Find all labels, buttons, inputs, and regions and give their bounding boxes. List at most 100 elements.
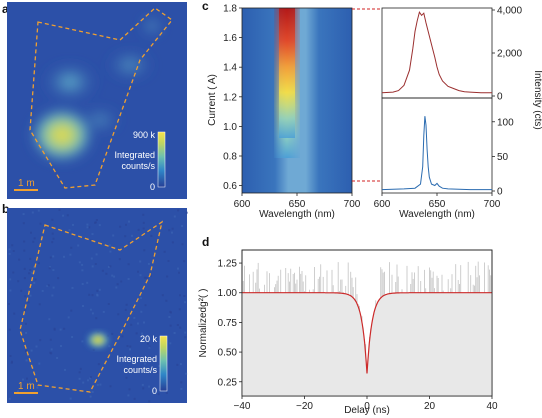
- noise-speck: [127, 394, 130, 397]
- noise-speck: [98, 288, 101, 291]
- noise-speck: [143, 249, 146, 252]
- noise-speck: [185, 372, 188, 375]
- noise-speck: [113, 275, 116, 278]
- noise-speck: [148, 346, 151, 349]
- noise-speck: [79, 367, 82, 370]
- c-spectrum-xtick-label: 650: [429, 199, 446, 210]
- noise-speck: [29, 382, 32, 385]
- noise-speck: [109, 250, 112, 253]
- noise-speck: [11, 244, 14, 247]
- noise-speck: [89, 308, 92, 311]
- panel-b-label: b: [2, 202, 9, 216]
- c-spectrum-xtick-label: 600: [374, 199, 391, 210]
- noise-speck: [143, 276, 146, 279]
- noise-speck: [34, 278, 37, 281]
- noise-speck: [72, 223, 74, 226]
- noise-speck: [102, 310, 105, 313]
- panel-b-emission: [85, 330, 111, 350]
- noise-speck: [29, 257, 32, 260]
- noise-speck: [107, 266, 110, 268]
- noise-speck: [181, 243, 184, 246]
- noise-speck: [88, 293, 91, 296]
- d-ylabel: Normalizedg²( ): [198, 289, 209, 358]
- panel-b-colorbar-min: 0: [152, 386, 157, 396]
- c-heatmap-ytick-label: 1.6: [223, 33, 237, 44]
- d-xtick-label: −40: [234, 401, 251, 412]
- noise-speck: [12, 271, 15, 274]
- noise-speck: [132, 356, 135, 359]
- noise-speck: [77, 244, 80, 247]
- noise-speck: [9, 278, 12, 281]
- noise-speck: [22, 387, 25, 390]
- c-spectrum-ylabel: Intensity (cts): [532, 70, 542, 129]
- noise-speck: [96, 294, 99, 297]
- noise-speck: [82, 305, 84, 307]
- c-heatmap-xlabel: Wavelength (nm): [259, 209, 335, 220]
- noise-speck: [51, 232, 54, 235]
- noise-speck: [90, 239, 93, 242]
- noise-speck: [8, 248, 11, 251]
- noise-speck: [125, 376, 128, 379]
- noise-speck: [67, 316, 70, 319]
- noise-speck: [142, 221, 145, 224]
- noise-speck: [24, 309, 27, 312]
- c-heatmap-xtick-label: 700: [344, 199, 361, 210]
- c-spectrum-high-line: [381, 11, 492, 94]
- noise-speck: [86, 226, 89, 229]
- noise-speck: [144, 304, 147, 307]
- noise-speck: [148, 400, 151, 403]
- noise-speck: [150, 234, 153, 237]
- noise-speck: [52, 286, 55, 289]
- noise-speck: [95, 253, 98, 256]
- noise-speck: [91, 265, 94, 268]
- noise-speck: [30, 231, 32, 234]
- c-spectrum-high-ytick-label: 0: [497, 92, 503, 103]
- c-spectrum-high-ytick-label: 2,000: [497, 49, 522, 60]
- noise-speck: [70, 309, 73, 312]
- noise-speck: [177, 209, 180, 212]
- noise-speck: [184, 336, 187, 339]
- noise-speck: [37, 209, 40, 212]
- panel-a-label: a: [2, 2, 9, 16]
- panel-b-colorbar-max: 20 k: [140, 334, 158, 344]
- noise-speck: [23, 277, 26, 280]
- noise-speck: [117, 313, 120, 316]
- noise-speck: [29, 269, 32, 271]
- noise-speck: [130, 323, 133, 326]
- panel-a-outline: [29, 7, 173, 189]
- noise-speck: [90, 376, 92, 379]
- noise-speck: [18, 258, 21, 261]
- noise-speck: [29, 294, 32, 297]
- noise-speck: [147, 262, 150, 265]
- noise-speck: [32, 240, 35, 243]
- noise-speck: [52, 237, 55, 240]
- d-ytick-label: 1.25: [218, 259, 238, 270]
- noise-speck: [96, 383, 99, 386]
- noise-speck: [167, 260, 170, 262]
- noise-speck: [48, 267, 51, 270]
- noise-speck: [39, 339, 42, 342]
- noise-speck: [38, 362, 41, 365]
- noise-speck: [139, 274, 142, 277]
- noise-speck: [70, 246, 73, 249]
- noise-speck: [11, 360, 13, 363]
- noise-speck: [78, 377, 81, 380]
- panel-a-colorbar-title-1: Integrated: [114, 150, 155, 160]
- noise-speck: [28, 272, 31, 275]
- noise-speck: [178, 271, 180, 274]
- noise-speck: [108, 244, 111, 247]
- noise-speck: [60, 345, 62, 347]
- noise-speck: [39, 222, 42, 225]
- c-spectrum-low-ytick-label: 0: [497, 187, 503, 198]
- noise-speck: [49, 338, 52, 341]
- noise-speck: [33, 237, 36, 240]
- noise-speck: [176, 324, 179, 326]
- panel-b-colorbar-title-1: Integrated: [116, 354, 157, 364]
- noise-speck: [81, 283, 84, 285]
- noise-speck: [8, 303, 10, 305]
- noise-speck: [176, 363, 179, 366]
- panel-a-colorbar-min: 0: [150, 182, 155, 192]
- noise-speck: [64, 368, 66, 371]
- c-heatmap-lasing-core: [279, 8, 295, 138]
